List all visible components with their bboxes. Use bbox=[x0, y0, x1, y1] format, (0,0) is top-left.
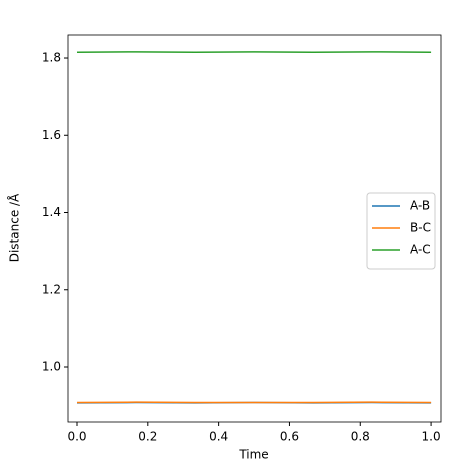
x-tick-label: 0.0 bbox=[67, 430, 86, 444]
y-axis-label: Distance /Å bbox=[7, 193, 22, 262]
x-axis-label: Time bbox=[238, 448, 268, 462]
x-tick-label: 0.4 bbox=[209, 430, 228, 444]
y-tick-label: 1.0 bbox=[42, 360, 61, 374]
x-tick-label: 0.2 bbox=[138, 430, 157, 444]
y-tick-label: 1.6 bbox=[42, 128, 61, 142]
y-tick-label: 1.2 bbox=[42, 282, 61, 296]
legend-label: A-C bbox=[410, 243, 431, 257]
legend-label: A-B bbox=[410, 199, 430, 213]
x-tick-label: 1.0 bbox=[422, 430, 441, 444]
legend-label: B-C bbox=[410, 221, 431, 235]
y-tick-label: 1.4 bbox=[42, 205, 61, 219]
x-tick-label: 0.8 bbox=[351, 430, 370, 444]
y-tick-label: 1.8 bbox=[42, 51, 61, 65]
x-tick-label: 0.6 bbox=[280, 430, 299, 444]
plot-frame bbox=[67, 34, 442, 423]
